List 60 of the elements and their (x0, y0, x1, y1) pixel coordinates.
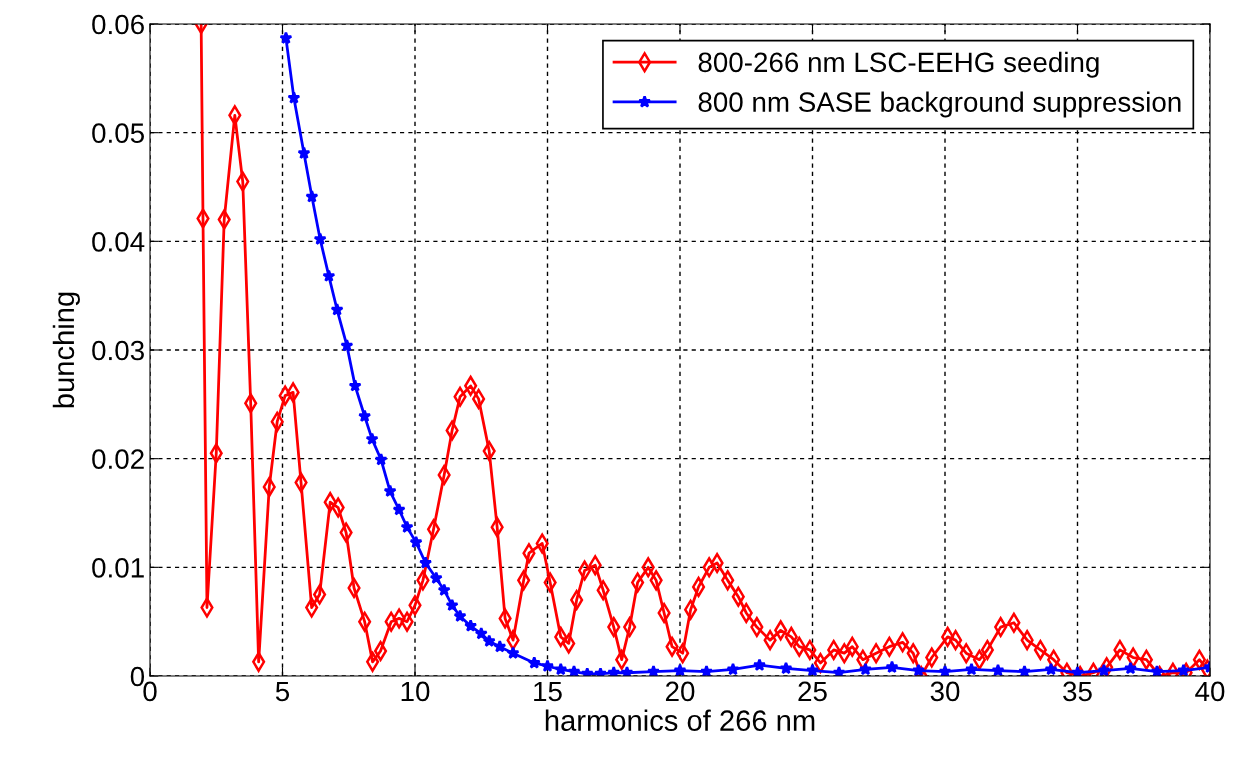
point (991, 663, 1005, 676)
point (1097, 663, 1111, 676)
point (726, 662, 740, 676)
point (305, 189, 319, 203)
point (964, 662, 979, 676)
point (779, 661, 793, 675)
x-tick-label: 5 (275, 681, 290, 702)
point (330, 302, 344, 316)
point (445, 598, 459, 612)
point (885, 660, 899, 674)
point (365, 432, 379, 445)
point (540, 659, 555, 672)
x-tick-label: 25 (798, 681, 827, 702)
y-tick-label: 0.04 (92, 232, 145, 252)
point (752, 658, 767, 671)
y-tick-label: 0.02 (92, 449, 144, 470)
point (340, 338, 354, 352)
point (287, 91, 301, 104)
y-axis-title: bunching (52, 292, 80, 408)
point (313, 232, 327, 245)
point (474, 626, 488, 640)
point (527, 656, 541, 669)
point (358, 409, 372, 423)
x-tick-label: 35 (1063, 681, 1092, 702)
point (1123, 661, 1138, 675)
point (858, 662, 873, 676)
point (348, 379, 362, 392)
x-tick-label: 20 (665, 681, 695, 702)
point (464, 619, 478, 632)
y-tick-label: 0 (130, 666, 145, 687)
legend-label: 800-266 nm LSC-EEHG seeding (698, 51, 1099, 78)
x-axis-title: harmonics of 266 nm (545, 709, 815, 731)
point (419, 556, 433, 569)
point (392, 502, 406, 516)
point (322, 269, 336, 282)
point (506, 646, 520, 659)
x-tick-label: 40 (1195, 681, 1225, 702)
y-tick-label: 0.01 (92, 558, 144, 578)
point (383, 484, 397, 498)
x-tick-label: 30 (930, 681, 960, 702)
x-tick-label: 10 (401, 681, 430, 702)
y-tick-label: 0.03 (92, 340, 144, 361)
point (429, 571, 443, 584)
point (453, 609, 467, 622)
point (1044, 662, 1058, 676)
point (297, 146, 311, 160)
point (409, 535, 423, 549)
point (400, 520, 414, 533)
point (493, 639, 507, 653)
point (805, 663, 820, 676)
point (554, 662, 568, 676)
point (482, 634, 496, 647)
legend-label: 800 nm SASE background suppression (698, 91, 1181, 118)
point (374, 452, 388, 466)
point (279, 31, 293, 44)
point (437, 583, 451, 596)
x-tick-label: 15 (534, 681, 562, 702)
y-tick-label: 0.06 (92, 14, 144, 35)
y-tick-label: 0.05 (92, 123, 144, 144)
point (673, 663, 687, 676)
